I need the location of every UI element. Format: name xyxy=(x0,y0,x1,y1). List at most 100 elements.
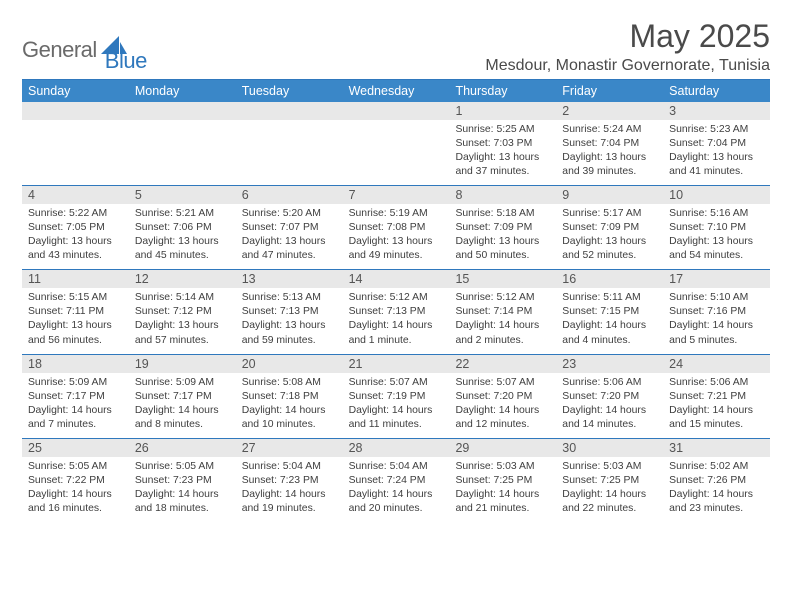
day-body: Sunrise: 5:21 AMSunset: 7:06 PMDaylight:… xyxy=(129,204,236,269)
weekday-tue: Tuesday xyxy=(236,80,343,102)
sunrise-line: Sunrise: 5:22 AM xyxy=(28,207,123,221)
day-body: Sunrise: 5:20 AMSunset: 7:07 PMDaylight:… xyxy=(236,204,343,269)
sunrise-line: Sunrise: 5:03 AM xyxy=(562,460,657,474)
daylight-line: Daylight: 13 hours and 47 minutes. xyxy=(242,235,337,263)
day-number: 24 xyxy=(663,355,770,373)
sunset-line: Sunset: 7:20 PM xyxy=(455,390,550,404)
day-body: Sunrise: 5:04 AMSunset: 7:23 PMDaylight:… xyxy=(236,457,343,522)
sunset-line: Sunset: 7:23 PM xyxy=(135,474,230,488)
sunset-line: Sunset: 7:22 PM xyxy=(28,474,123,488)
day-cell: 21Sunrise: 5:07 AMSunset: 7:19 PMDayligh… xyxy=(343,355,450,438)
day-number: 23 xyxy=(556,355,663,373)
daylight-line: Daylight: 13 hours and 43 minutes. xyxy=(28,235,123,263)
daylight-line: Daylight: 14 hours and 14 minutes. xyxy=(562,404,657,432)
sunrise-line: Sunrise: 5:15 AM xyxy=(28,291,123,305)
sunset-line: Sunset: 7:25 PM xyxy=(455,474,550,488)
daylight-line: Daylight: 14 hours and 4 minutes. xyxy=(562,319,657,347)
day-cell: 22Sunrise: 5:07 AMSunset: 7:20 PMDayligh… xyxy=(449,355,556,438)
day-body: Sunrise: 5:24 AMSunset: 7:04 PMDaylight:… xyxy=(556,120,663,185)
day-body: Sunrise: 5:07 AMSunset: 7:19 PMDaylight:… xyxy=(343,373,450,438)
day-body: Sunrise: 5:13 AMSunset: 7:13 PMDaylight:… xyxy=(236,288,343,353)
sunset-line: Sunset: 7:17 PM xyxy=(135,390,230,404)
daylight-line: Daylight: 14 hours and 19 minutes. xyxy=(242,488,337,516)
day-body: Sunrise: 5:23 AMSunset: 7:04 PMDaylight:… xyxy=(663,120,770,185)
day-cell: 15Sunrise: 5:12 AMSunset: 7:14 PMDayligh… xyxy=(449,270,556,353)
daylight-line: Daylight: 14 hours and 1 minute. xyxy=(349,319,444,347)
day-body: Sunrise: 5:04 AMSunset: 7:24 PMDaylight:… xyxy=(343,457,450,522)
day-number: 25 xyxy=(22,439,129,457)
daylight-line: Daylight: 14 hours and 12 minutes. xyxy=(455,404,550,432)
daylight-line: Daylight: 14 hours and 15 minutes. xyxy=(669,404,764,432)
day-number: 9 xyxy=(556,186,663,204)
sunset-line: Sunset: 7:10 PM xyxy=(669,221,764,235)
sunrise-line: Sunrise: 5:13 AM xyxy=(242,291,337,305)
sunrise-line: Sunrise: 5:10 AM xyxy=(669,291,764,305)
sunrise-line: Sunrise: 5:20 AM xyxy=(242,207,337,221)
week-row: 4Sunrise: 5:22 AMSunset: 7:05 PMDaylight… xyxy=(22,185,770,269)
day-body: Sunrise: 5:19 AMSunset: 7:08 PMDaylight:… xyxy=(343,204,450,269)
day-body xyxy=(343,120,450,129)
sunset-line: Sunset: 7:09 PM xyxy=(455,221,550,235)
day-number: 19 xyxy=(129,355,236,373)
day-body: Sunrise: 5:11 AMSunset: 7:15 PMDaylight:… xyxy=(556,288,663,353)
day-body: Sunrise: 5:12 AMSunset: 7:13 PMDaylight:… xyxy=(343,288,450,353)
day-body: Sunrise: 5:07 AMSunset: 7:20 PMDaylight:… xyxy=(449,373,556,438)
day-number: 12 xyxy=(129,270,236,288)
day-cell: 16Sunrise: 5:11 AMSunset: 7:15 PMDayligh… xyxy=(556,270,663,353)
sunrise-line: Sunrise: 5:08 AM xyxy=(242,376,337,390)
daylight-line: Daylight: 14 hours and 20 minutes. xyxy=(349,488,444,516)
title-block: May 2025 Mesdour, Monastir Governorate, … xyxy=(485,18,770,75)
day-cell: 20Sunrise: 5:08 AMSunset: 7:18 PMDayligh… xyxy=(236,355,343,438)
day-body: Sunrise: 5:05 AMSunset: 7:23 PMDaylight:… xyxy=(129,457,236,522)
sunrise-line: Sunrise: 5:06 AM xyxy=(562,376,657,390)
day-cell: 14Sunrise: 5:12 AMSunset: 7:13 PMDayligh… xyxy=(343,270,450,353)
day-number: 20 xyxy=(236,355,343,373)
day-body: Sunrise: 5:15 AMSunset: 7:11 PMDaylight:… xyxy=(22,288,129,353)
daylight-line: Daylight: 13 hours and 50 minutes. xyxy=(455,235,550,263)
day-number xyxy=(343,102,450,120)
sunrise-line: Sunrise: 5:07 AM xyxy=(349,376,444,390)
sunset-line: Sunset: 7:07 PM xyxy=(242,221,337,235)
weekday-sat: Saturday xyxy=(663,80,770,102)
day-cell: 2Sunrise: 5:24 AMSunset: 7:04 PMDaylight… xyxy=(556,102,663,185)
day-body: Sunrise: 5:22 AMSunset: 7:05 PMDaylight:… xyxy=(22,204,129,269)
daylight-line: Daylight: 13 hours and 56 minutes. xyxy=(28,319,123,347)
sunset-line: Sunset: 7:03 PM xyxy=(455,137,550,151)
daylight-line: Daylight: 13 hours and 59 minutes. xyxy=(242,319,337,347)
sunset-line: Sunset: 7:04 PM xyxy=(562,137,657,151)
day-number: 29 xyxy=(449,439,556,457)
day-cell xyxy=(22,102,129,185)
daylight-line: Daylight: 13 hours and 49 minutes. xyxy=(349,235,444,263)
day-cell xyxy=(343,102,450,185)
sunset-line: Sunset: 7:11 PM xyxy=(28,305,123,319)
sunrise-line: Sunrise: 5:04 AM xyxy=(349,460,444,474)
week-row: 1Sunrise: 5:25 AMSunset: 7:03 PMDaylight… xyxy=(22,102,770,185)
day-body xyxy=(129,120,236,129)
day-number: 17 xyxy=(663,270,770,288)
sunset-line: Sunset: 7:14 PM xyxy=(455,305,550,319)
daylight-line: Daylight: 14 hours and 5 minutes. xyxy=(669,319,764,347)
day-number: 14 xyxy=(343,270,450,288)
week-row: 25Sunrise: 5:05 AMSunset: 7:22 PMDayligh… xyxy=(22,438,770,522)
day-body: Sunrise: 5:12 AMSunset: 7:14 PMDaylight:… xyxy=(449,288,556,353)
sunset-line: Sunset: 7:05 PM xyxy=(28,221,123,235)
day-cell: 17Sunrise: 5:10 AMSunset: 7:16 PMDayligh… xyxy=(663,270,770,353)
day-body: Sunrise: 5:14 AMSunset: 7:12 PMDaylight:… xyxy=(129,288,236,353)
day-cell: 28Sunrise: 5:04 AMSunset: 7:24 PMDayligh… xyxy=(343,439,450,522)
day-number: 11 xyxy=(22,270,129,288)
day-number: 10 xyxy=(663,186,770,204)
day-number: 8 xyxy=(449,186,556,204)
weekday-header: Sunday Monday Tuesday Wednesday Thursday… xyxy=(22,80,770,102)
daylight-line: Daylight: 14 hours and 16 minutes. xyxy=(28,488,123,516)
sunrise-line: Sunrise: 5:19 AM xyxy=(349,207,444,221)
day-number: 15 xyxy=(449,270,556,288)
sunset-line: Sunset: 7:08 PM xyxy=(349,221,444,235)
day-cell: 13Sunrise: 5:13 AMSunset: 7:13 PMDayligh… xyxy=(236,270,343,353)
sunrise-line: Sunrise: 5:18 AM xyxy=(455,207,550,221)
sunrise-line: Sunrise: 5:21 AM xyxy=(135,207,230,221)
day-number: 1 xyxy=(449,102,556,120)
day-number: 4 xyxy=(22,186,129,204)
day-cell: 6Sunrise: 5:20 AMSunset: 7:07 PMDaylight… xyxy=(236,186,343,269)
sunrise-line: Sunrise: 5:07 AM xyxy=(455,376,550,390)
daylight-line: Daylight: 14 hours and 21 minutes. xyxy=(455,488,550,516)
